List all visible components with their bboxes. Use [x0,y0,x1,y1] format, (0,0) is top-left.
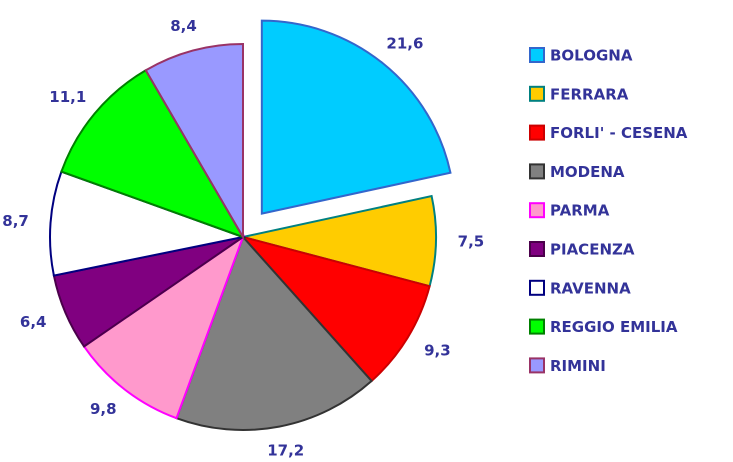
legend-swatch [529,318,545,335]
pie-slice [260,19,452,215]
legend-swatch [529,279,545,296]
pie-slice [60,68,246,239]
data-label: 6,4 [20,313,47,331]
legend-label: REGGIO EMILIA [550,318,678,336]
legend-swatch [529,163,545,180]
legend-label: FORLI' - CESENA [550,124,688,142]
legend-swatch [529,47,545,63]
legend-swatch [529,202,545,219]
pie-slice [240,235,431,383]
pie-slice [175,235,373,431]
legend-label: BOLOGNA [550,47,633,65]
data-label: 21,6 [386,34,423,52]
data-label: 9,3 [424,341,451,359]
data-label: 9,8 [90,400,117,418]
data-label: 8,7 [2,212,29,230]
legend-label: PIACENZA [550,241,635,259]
pie-slice [49,170,247,277]
pie-slice [82,234,246,420]
data-label: 7,5 [458,232,485,250]
legend-label: MODENA [550,163,625,181]
legend-label: FERRARA [550,85,629,103]
legend-swatch [529,241,545,257]
legend-label: RAVENNA [550,279,631,297]
legend-swatch [529,357,545,374]
legend-swatch [529,124,545,141]
legend-label: PARMA [550,202,610,220]
pie-slice [144,42,244,241]
data-label: 8,4 [170,17,197,35]
data-label: 11,1 [49,88,86,106]
legend-swatch [529,85,545,102]
data-label: 17,2 [267,442,304,460]
legend-label: RIMINI [550,357,606,375]
